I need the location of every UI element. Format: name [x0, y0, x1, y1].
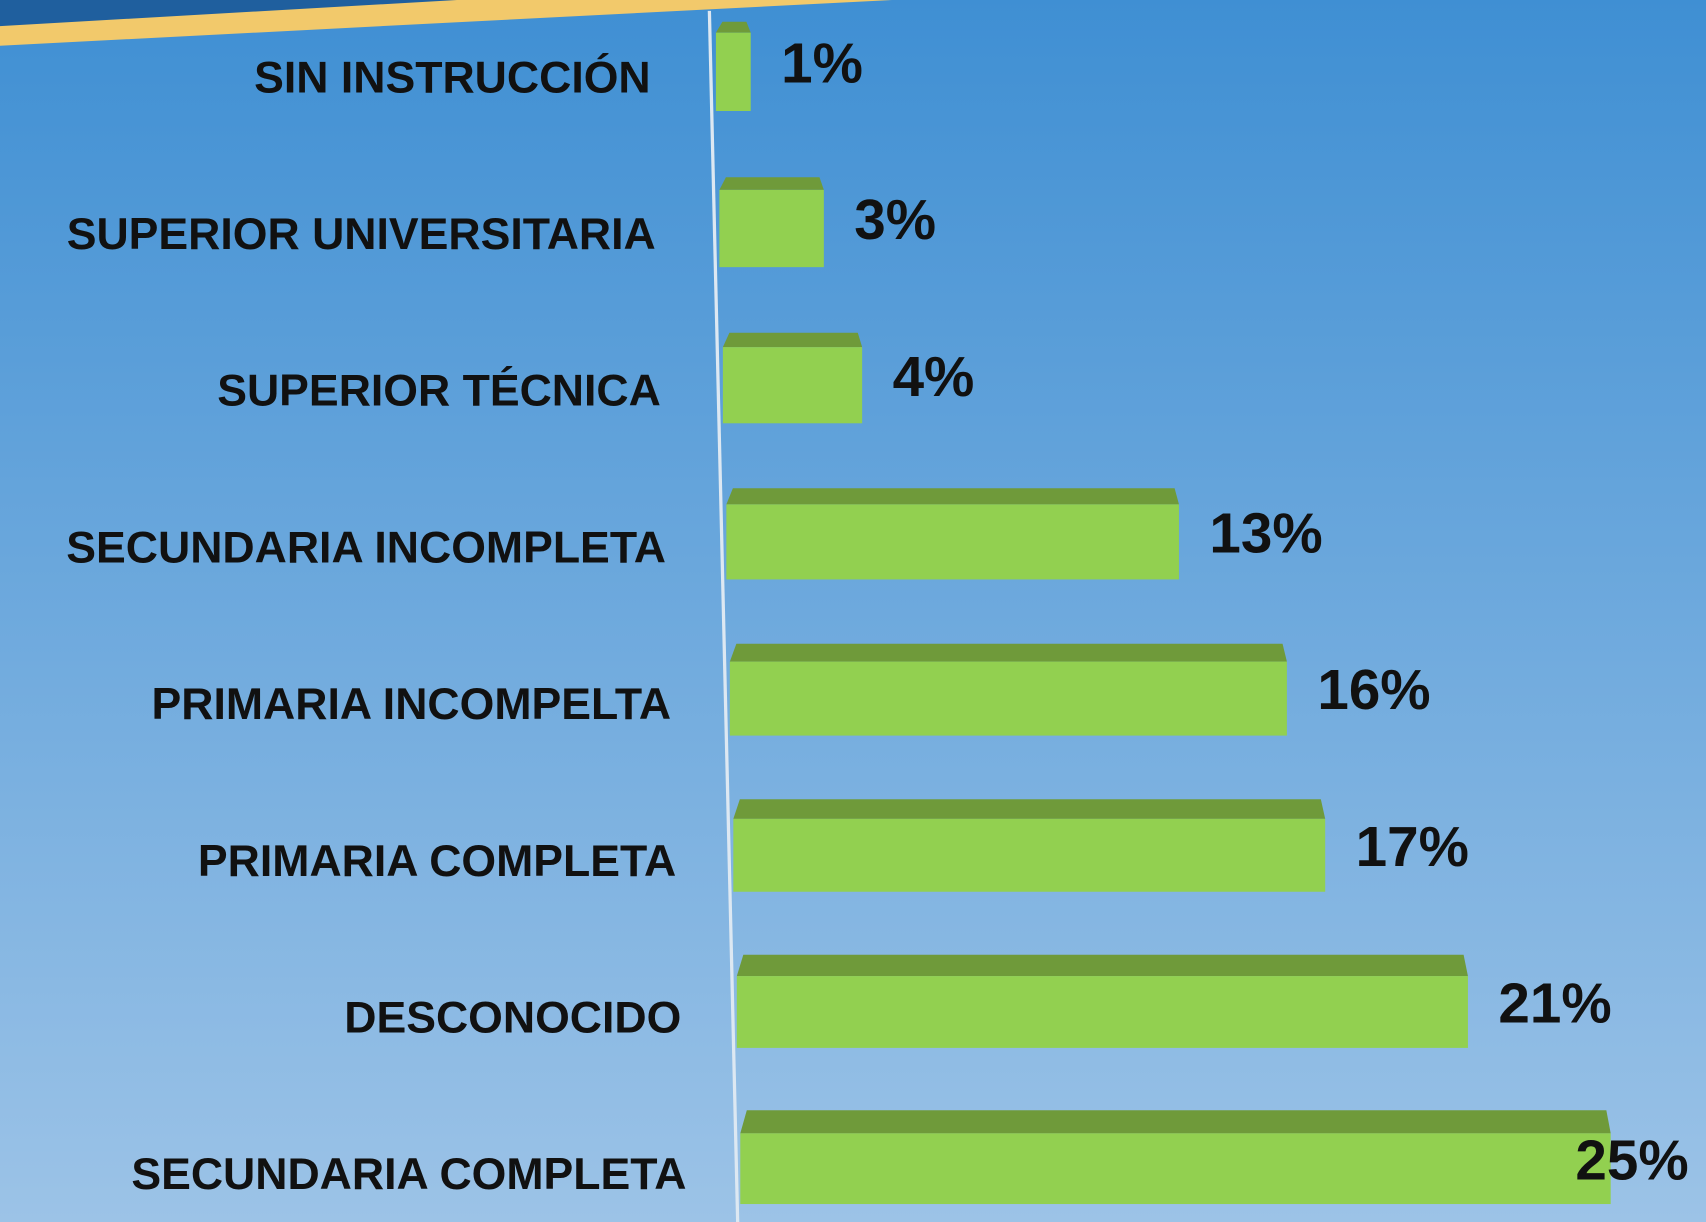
category-label: SECUNDARIA COMPLETA — [131, 1150, 686, 1199]
bar — [740, 1133, 1611, 1205]
value-label: 4% — [893, 345, 975, 408]
bar-top — [719, 177, 824, 190]
bar — [729, 661, 1287, 736]
category-label: SECUNDARIA INCOMPLETA — [66, 523, 666, 572]
category-label: SIN INSTRUCCIÓN — [254, 52, 651, 102]
category-label: PRIMARIA INCOMPELTA — [152, 680, 672, 729]
value-label: 25% — [1575, 1128, 1688, 1191]
bar — [719, 189, 824, 268]
bar-top — [740, 1110, 1611, 1134]
bar — [726, 504, 1179, 580]
value-label: 3% — [854, 188, 936, 251]
bar-top — [736, 954, 1468, 977]
value-label: 17% — [1356, 815, 1469, 878]
category-label: PRIMARIA COMPLETA — [198, 837, 676, 886]
bar-top — [722, 332, 863, 348]
value-label: 13% — [1209, 502, 1322, 565]
category-label: SUPERIOR TÉCNICA — [217, 366, 661, 416]
bar-top — [729, 643, 1287, 662]
bar — [733, 818, 1326, 892]
bar-top — [726, 488, 1179, 505]
value-label: 1% — [781, 31, 863, 94]
bar — [722, 347, 863, 424]
decor-band — [0, 0, 457, 27]
value-label: 16% — [1317, 658, 1430, 721]
axis-line — [707, 10, 740, 1222]
bar — [736, 976, 1468, 1048]
bar-top — [715, 21, 751, 33]
category-label: DESCONOCIDO — [344, 993, 681, 1042]
category-label: SUPERIOR UNIVERSITARIA — [67, 210, 656, 259]
value-label: 21% — [1498, 972, 1611, 1035]
bar-top — [733, 799, 1326, 819]
bar — [715, 32, 751, 111]
